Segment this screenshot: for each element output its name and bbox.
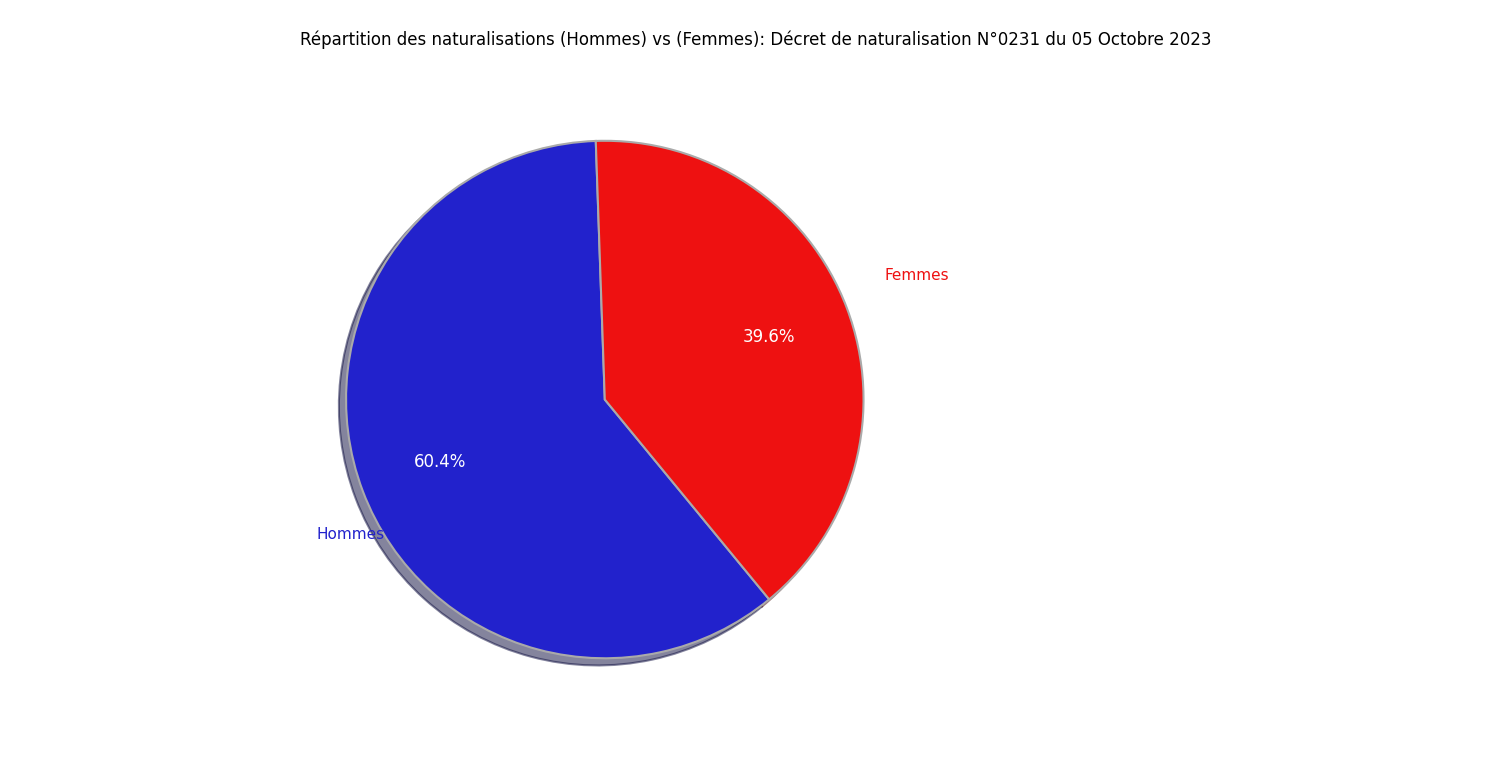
- Text: Répartition des naturalisations (Hommes) vs (Femmes): Décret de naturalisation N: Répartition des naturalisations (Hommes)…: [301, 30, 1211, 49]
- Wedge shape: [346, 141, 770, 658]
- Text: 60.4%: 60.4%: [414, 453, 466, 471]
- Text: Femmes: Femmes: [885, 268, 950, 283]
- Text: 39.6%: 39.6%: [742, 328, 795, 346]
- Text: Hommes: Hommes: [316, 527, 386, 542]
- Wedge shape: [596, 141, 863, 600]
